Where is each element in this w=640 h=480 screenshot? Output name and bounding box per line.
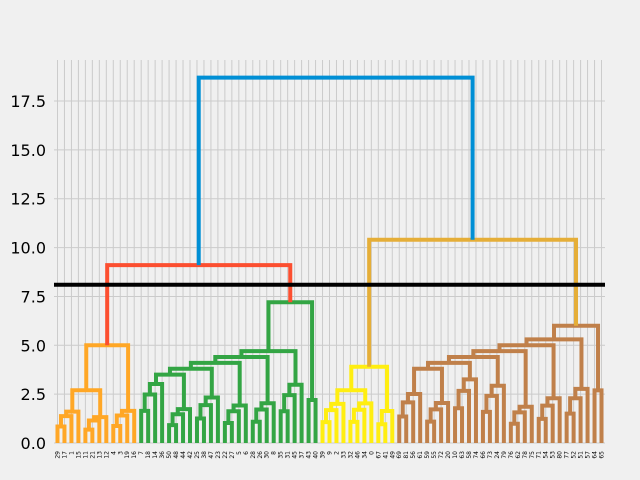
x-tick-label: 0 [368,451,375,455]
y-tick-label: 2.5 [21,385,46,404]
x-tick-label: 72 [438,451,445,459]
x-tick-label: 46 [354,451,361,459]
x-tick-label: 27 [229,451,236,459]
x-tick-label: 14 [152,451,159,459]
x-tick-label: 37 [299,451,306,459]
x-tick-label: 54 [543,451,550,459]
x-tick-label: 59 [424,451,431,459]
x-tick-label: 51 [578,451,585,459]
x-tick-label: 67 [375,451,382,459]
x-tick-label: 25 [194,451,201,459]
x-tick-label: 56 [410,451,417,459]
x-tick-label: 2 [333,451,340,455]
x-tick-label: 39 [320,451,327,459]
y-tick-label: 15.0 [10,141,46,160]
x-tick-label: 62 [515,451,522,459]
x-tick-label: 73 [487,451,494,459]
x-tick-label: 57 [585,451,592,459]
x-tick-label: 40 [313,451,320,459]
x-tick-label: 38 [201,451,208,459]
y-axis: 0.0 2.5 5.0 7.5 10.0 12.5 15.0 17.5 [10,92,46,453]
x-tick-label: 6 [243,451,250,455]
x-tick-label: 42 [187,451,194,459]
x-tick-label: 4 [110,451,117,455]
x-tick-label: 58 [466,451,473,459]
x-tick-label: 80 [557,451,564,459]
x-tick-label: 33 [340,451,347,459]
x-tick-label: 79 [501,451,508,459]
x-tick-label: 1 [68,451,75,455]
x-tick-label: 7 [138,451,145,455]
x-tick-label: 21 [89,451,96,459]
x-tick-label: 9 [327,451,334,455]
x-tick-label: 75 [529,451,536,459]
x-tick-label: 23 [215,451,222,459]
x-tick-label: 64 [592,451,599,459]
x-tick-label: 61 [417,451,424,459]
x-tick-label: 8 [271,451,278,455]
x-tick-label: 63 [459,451,466,459]
y-tick-label: 7.5 [21,287,46,306]
x-tick-label: 11 [82,451,89,459]
y-tick-label: 0.0 [21,434,46,453]
x-tick-label: 78 [522,451,529,459]
x-tick-label: 24 [494,451,501,459]
x-tick-label: 52 [571,451,578,459]
x-tick-label: 55 [431,451,438,459]
x-tick-label: 47 [208,451,215,459]
x-tick-label: 53 [550,451,557,459]
x-tick-label: 76 [508,451,515,459]
x-tick-label: 43 [306,451,313,459]
x-tick-label: 17 [61,451,68,459]
x-tick-label: 28 [250,451,257,459]
x-axis: 29 17 1 15 11 21 13 12 4 3 19 16 7 18 14 36 50 48 44 42 25 38… [54,451,605,459]
x-tick-label: 49 [389,451,396,459]
y-tick-label: 10.0 [10,239,46,258]
x-tick-label: 44 [180,451,187,459]
x-tick-label: 15 [75,451,82,459]
x-tick-label: 3 [117,451,124,455]
x-tick-label: 35 [278,451,285,459]
x-tick-label: 50 [166,451,173,459]
x-tick-label: 81 [403,451,410,459]
x-tick-label: 41 [382,451,389,459]
x-tick-label: 32 [347,451,354,459]
x-tick-label: 31 [285,451,292,459]
x-tick-label: 65 [599,451,606,459]
x-tick-label: 34 [361,451,368,459]
x-tick-label: 29 [54,451,61,459]
x-tick-label: 30 [264,451,271,459]
y-tick-label: 12.5 [10,190,46,209]
x-tick-label: 13 [96,451,103,459]
x-tick-label: 45 [292,451,299,459]
x-tick-label: 26 [257,451,264,459]
x-tick-label: 19 [124,451,131,459]
x-tick-label: 77 [564,451,571,459]
x-tick-label: 5 [236,451,243,455]
x-tick-label: 20 [445,451,452,459]
x-tick-label: 22 [222,451,229,459]
x-tick-label: 36 [159,451,166,459]
x-tick-label: 12 [103,451,110,459]
x-tick-label: 10 [452,451,459,459]
x-tick-label: 16 [131,451,138,459]
x-tick-label: 69 [396,451,403,459]
x-tick-label: 74 [473,451,480,459]
x-tick-label: 48 [173,451,180,459]
x-tick-label: 71 [536,451,543,459]
y-tick-label: 17.5 [10,92,46,111]
x-tick-label: 18 [145,451,152,459]
y-tick-label: 5.0 [21,336,46,355]
x-tick-label: 66 [480,451,487,459]
